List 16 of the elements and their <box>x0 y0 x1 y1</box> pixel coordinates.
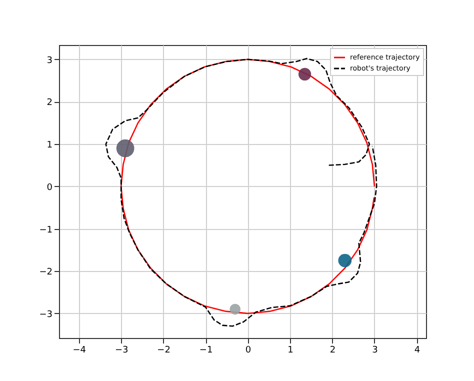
y-tick-label: −2 <box>39 268 52 278</box>
x-tick-label: −4 <box>72 346 86 356</box>
x-tick-label: 4 <box>414 346 420 356</box>
y-tick-label: −3 <box>39 310 52 320</box>
y-tick-label: 0 <box>46 182 53 193</box>
y-tick-label: −1 <box>39 225 52 236</box>
x-tick-label: −3 <box>114 346 128 356</box>
x-tick-label: −2 <box>157 346 170 356</box>
x-tick-label: 0 <box>245 346 252 356</box>
y-tick-label: 3 <box>46 56 52 66</box>
x-tick-label: 2 <box>330 346 336 356</box>
y-tick-label: 2 <box>46 98 52 108</box>
y-tick-label: 1 <box>46 140 52 151</box>
x-tick-label: −1 <box>199 346 213 356</box>
x-tick-label: 3 <box>372 346 378 356</box>
x-tick-label: 1 <box>288 346 294 356</box>
